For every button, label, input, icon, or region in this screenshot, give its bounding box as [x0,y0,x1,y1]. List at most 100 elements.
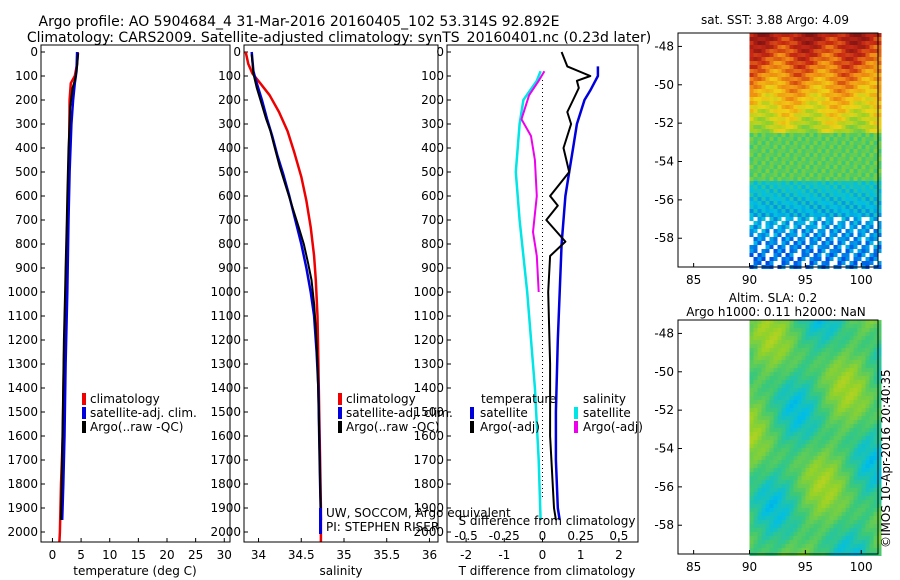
heatmap-cell [749,49,754,53]
heatmap-cell [861,460,866,464]
heatmap-cell [877,388,882,392]
heatmap-cell [761,548,766,552]
heatmap-cell [837,189,842,193]
heatmap-cell [857,328,862,332]
heatmap-cell [849,137,854,141]
heatmap-cell [849,177,854,181]
heatmap-cell [781,133,786,137]
heatmap-cell [813,444,818,448]
heatmap-cell [857,261,862,265]
heatmap-cell [825,177,830,181]
heatmap-cell [797,161,802,165]
heatmap-cell [785,237,790,241]
heatmap-cell [805,253,810,257]
heatmap-cell [877,472,882,476]
heatmap-cell [877,400,882,404]
heatmap-cell [825,468,830,472]
heatmap-cell [809,496,814,500]
heatmap-cell [873,452,878,456]
heatmap-cell [877,141,882,145]
heatmap-cell [817,544,822,548]
heatmap-cell [785,408,790,412]
heatmap-cell [785,209,790,213]
heatmap-cell [821,173,826,177]
heatmap-cell [817,145,822,149]
heatmap-cell [837,532,842,536]
heatmap-cell [769,424,774,428]
heatmap-cell [833,396,838,400]
heatmap-cell [805,412,810,416]
heatmap-cell [861,245,866,249]
heatmap-cell [769,524,774,528]
heatmap-cell [805,456,810,460]
heatmap-cell [873,460,878,464]
heatmap-cell [865,412,870,416]
heatmap-cell [825,368,830,372]
heatmap-cell [873,73,878,77]
heatmap-cell [785,241,790,245]
heatmap-cell [781,113,786,117]
heatmap-cell [773,65,778,69]
heatmap-cell [849,133,854,137]
heatmap-cell [805,221,810,225]
difference-legend: temperature salinity satellite Argo(-adj… [470,392,643,434]
heatmap-cell [769,221,774,225]
heatmap-cell [837,105,842,109]
heatmap-cell [777,137,782,141]
heatmap-cell [773,548,778,552]
heatmap-cell [781,408,786,412]
x-tick-label: 0 [49,548,57,562]
heatmap-cell [765,432,770,436]
heatmap-cell [813,500,818,504]
heatmap-cell [817,500,822,504]
heatmap-cell [757,229,762,233]
heatmap-cell [817,404,822,408]
heatmap-cell [781,512,786,516]
heatmap-cell [877,117,882,121]
heatmap-cell [821,257,826,261]
heatmap-cell [769,33,774,37]
heatmap-cell [753,388,758,392]
heatmap-cell [865,153,870,157]
heatmap-cell [861,193,866,197]
heatmap-cell [797,221,802,225]
heatmap-cell [813,376,818,380]
heatmap-cell [797,404,802,408]
heatmap-cell [801,201,806,205]
heatmap-cell [829,328,834,332]
heatmap-cell [833,157,838,161]
heatmap-cell [869,177,874,181]
heatmap-cell [757,105,762,109]
heatmap-cell [845,364,850,368]
heatmap-cell [821,241,826,245]
heatmap-cell [797,145,802,149]
heatmap-cell [785,516,790,520]
heatmap-cell [861,249,866,253]
heatmap-cell [857,149,862,153]
heatmap-cell [837,468,842,472]
heatmap-cell [849,69,854,73]
heatmap-cell [861,436,866,440]
heatmap-cell [869,340,874,344]
heatmap-cell [801,496,806,500]
heatmap-cell [825,149,830,153]
heatmap-cell [841,129,846,133]
heatmap-cell [769,177,774,181]
heatmap-cell [765,129,770,133]
heatmap-cell [753,412,758,416]
heatmap-cell [805,201,810,205]
heatmap-cell [777,348,782,352]
heatmap-cell [873,229,878,233]
heatmap-cell [793,221,798,225]
heatmap-cell [833,352,838,356]
heatmap-cell [837,209,842,213]
heatmap-cell [765,65,770,69]
heatmap-cell [769,536,774,540]
heatmap-cell [853,261,858,265]
heatmap-cell [809,484,814,488]
heatmap-cell [813,45,818,49]
heatmap-cell [849,336,854,340]
heatmap-cell [869,524,874,528]
heatmap-cell [753,508,758,512]
heatmap-cell [781,249,786,253]
